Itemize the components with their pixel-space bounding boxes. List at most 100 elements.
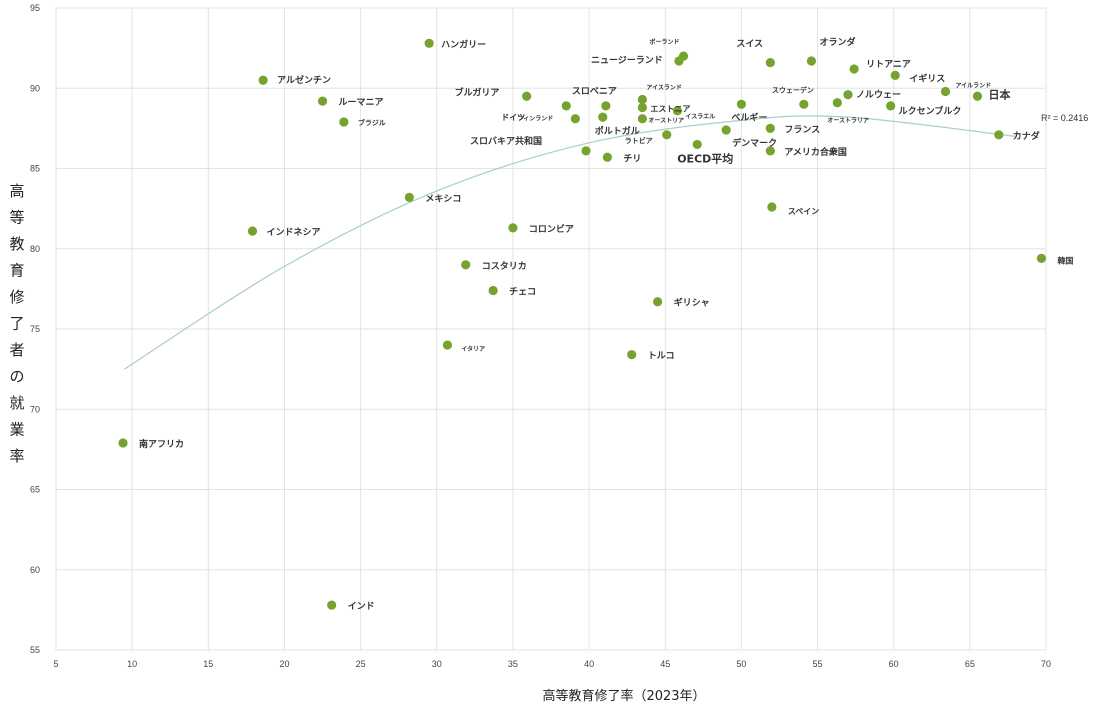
point-label: デンマーク [732,137,777,149]
y-axis-label-char: 修 [9,288,24,306]
data-points [118,38,1047,610]
point-label: カナダ [1013,130,1040,142]
y-tick-label: 80 [30,244,40,254]
point-label: オーストリア [648,118,684,125]
point-label: ギリシャ [674,297,710,309]
point-label: OECD平均 [677,151,733,165]
data-point [508,223,518,233]
data-point [317,96,328,106]
y-tick-label: 85 [30,164,40,174]
y-tick-label: 90 [30,83,40,93]
point-label: オランダ [819,36,855,48]
point-label: イスラエル [685,114,715,121]
x-tick-label: 5 [53,659,58,669]
point-label: ポーランド [650,38,680,46]
point-label: スイス [736,39,763,50]
x-axis-label: 高等教育修了率（2023年） [542,688,705,704]
point-label: ブラジル [358,118,386,127]
data-point [424,38,434,48]
y-axis-label-char: 者 [9,341,24,359]
data-point [674,56,684,66]
point-label: アメリカ合衆国 [784,146,847,158]
y-tick-label: 55 [30,645,40,655]
x-tick-label: 10 [127,659,137,669]
data-point [765,146,775,156]
data-point [258,75,268,85]
data-point [767,202,777,212]
data-point [561,101,571,111]
data-point [653,297,663,307]
x-tick-label: 55 [813,659,823,669]
point-label: アルゼンチン [277,74,331,86]
y-tick-label: 75 [30,324,40,334]
data-point [488,285,498,296]
point-label: ハンガリー [441,38,486,50]
point-label: トルコ [648,351,675,362]
x-tick-label: 30 [432,659,442,669]
data-point [1036,253,1047,263]
x-tick-label: 65 [965,659,975,669]
x-tick-labels: 5 10 15 20 25 30 35 40 45 50 55 60 65 70 [53,659,1051,669]
y-axis-label-char: 就 [9,394,24,412]
point-label: ベルギー [731,111,767,123]
point-label: アイルランド [955,82,991,89]
point-label: フィンランド [517,116,553,123]
y-axis-label-char: の [9,368,24,386]
point-label: ポルトガル [595,125,640,137]
point-label: 日本 [988,87,1010,101]
y-tick-labels: 55 60 65 70 75 80 85 90 95 [30,3,40,655]
data-point [570,114,580,124]
y-tick-label: 70 [30,404,40,414]
y-axis-label-char: 育 [9,262,24,280]
data-point [662,130,672,140]
point-label: スペイン [788,207,819,216]
point-label: チリ [623,153,641,164]
y-tick-label: 95 [30,3,40,13]
data-point [890,70,900,81]
point-label: インド [348,601,375,612]
data-point [118,438,128,448]
trendline [124,115,1016,370]
gridlines [55,7,1047,651]
data-point [339,117,349,127]
data-point [404,192,414,202]
data-point [598,112,608,122]
data-point [940,86,951,97]
y-tick-label: 65 [30,485,40,495]
point-label: ノルウェー [856,90,901,101]
point-label: コロンビア [529,223,574,235]
data-point [806,56,817,66]
data-point [442,340,453,350]
point-label: イギリス [909,72,945,84]
data-point [461,260,471,270]
data-point [994,130,1004,140]
point-label: イタリア [461,345,485,353]
y-axis-label-char: 教 [9,235,24,253]
data-point [602,152,612,162]
point-label: エストニア [650,105,690,114]
x-tick-label: 25 [356,659,366,669]
y-axis-label-char: 等 [9,209,24,227]
y-axis-label-char: 了 [9,315,24,333]
point-label: ブルガリア [455,86,500,98]
point-label: メキシコ [425,193,461,204]
y-axis-label-char: 業 [9,421,24,439]
point-label: ラトビア [625,136,653,145]
x-tick-label: 50 [736,659,746,669]
data-point [736,99,746,109]
x-tick-label: 35 [508,659,518,669]
point-label: スウェーデン [772,85,814,94]
point-label: 韓国 [1057,255,1073,265]
data-point [832,98,842,108]
data-point [581,146,591,156]
point-label: インドネシア [266,227,320,238]
data-point [522,91,532,101]
data-point [765,123,775,133]
data-point [721,125,731,135]
data-point-highlight [692,139,702,150]
point-label: アイスランド [646,84,682,91]
point-label: ニュージーランド [591,55,663,66]
data-point [637,94,647,105]
data-point [637,102,647,113]
